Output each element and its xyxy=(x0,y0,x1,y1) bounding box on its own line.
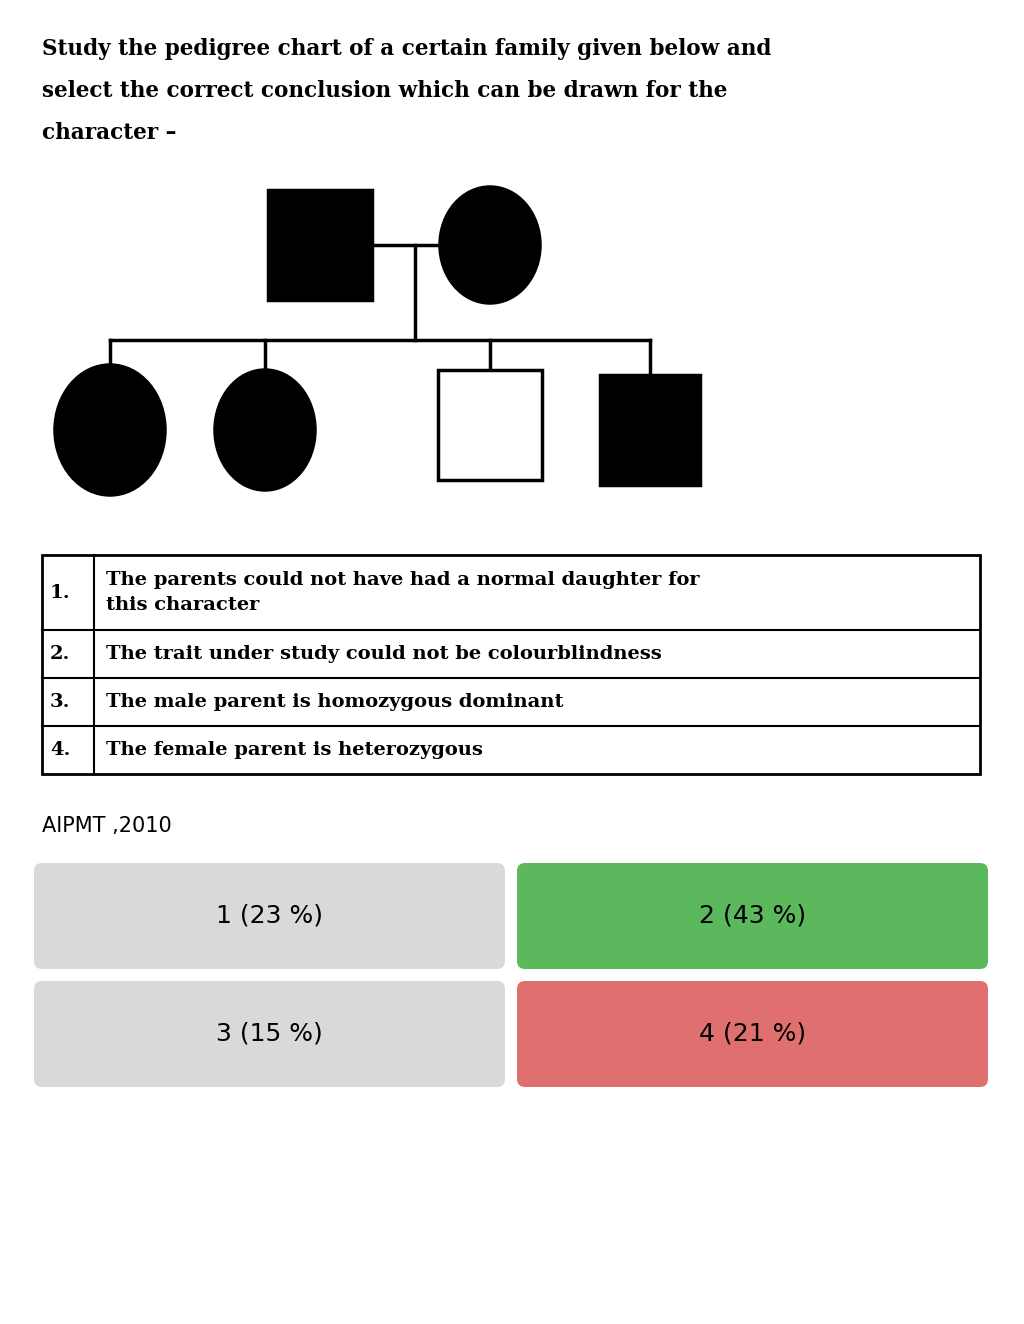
Text: 1.: 1. xyxy=(50,584,71,601)
Text: 3.: 3. xyxy=(50,692,71,711)
Bar xyxy=(438,369,542,481)
Text: character –: character – xyxy=(42,122,176,144)
Bar xyxy=(268,191,372,301)
Text: The parents could not have had a normal daughter for
this character: The parents could not have had a normal … xyxy=(106,571,699,614)
Text: 2 (43 %): 2 (43 %) xyxy=(699,904,806,928)
Bar xyxy=(600,375,700,485)
Text: The trait under study could not be colourblindness: The trait under study could not be colou… xyxy=(106,645,662,663)
Text: 2.: 2. xyxy=(50,645,71,663)
Ellipse shape xyxy=(215,369,315,490)
FancyBboxPatch shape xyxy=(34,863,505,969)
Ellipse shape xyxy=(55,365,165,495)
Text: select the correct conclusion which can be drawn for the: select the correct conclusion which can … xyxy=(42,79,727,102)
FancyBboxPatch shape xyxy=(517,863,988,969)
FancyBboxPatch shape xyxy=(517,981,988,1087)
Text: 1 (23 %): 1 (23 %) xyxy=(216,904,323,928)
FancyBboxPatch shape xyxy=(34,981,505,1087)
Text: AIPMT ,2010: AIPMT ,2010 xyxy=(42,816,172,835)
Text: The female parent is heterozygous: The female parent is heterozygous xyxy=(106,741,483,759)
Text: The male parent is homozygous dominant: The male parent is homozygous dominant xyxy=(106,692,563,711)
Text: 3 (15 %): 3 (15 %) xyxy=(216,1022,323,1046)
Text: 4.: 4. xyxy=(50,741,71,759)
Text: Study the pedigree chart of a certain family given below and: Study the pedigree chart of a certain fa… xyxy=(42,38,771,60)
Text: 4 (21 %): 4 (21 %) xyxy=(699,1022,806,1046)
Bar xyxy=(42,555,980,775)
Ellipse shape xyxy=(440,187,540,303)
